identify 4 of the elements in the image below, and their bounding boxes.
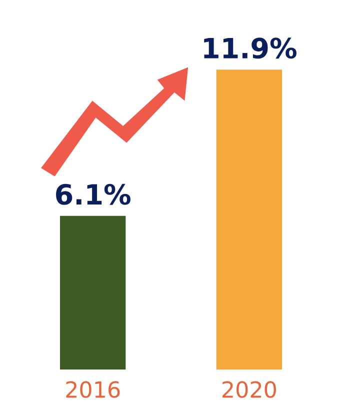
data-label: 11.9% <box>204 38 296 59</box>
data-label: 6.1% <box>56 184 130 205</box>
x-tick-label: 2020 <box>222 381 276 398</box>
x-tick-label: 2016 <box>66 381 120 398</box>
